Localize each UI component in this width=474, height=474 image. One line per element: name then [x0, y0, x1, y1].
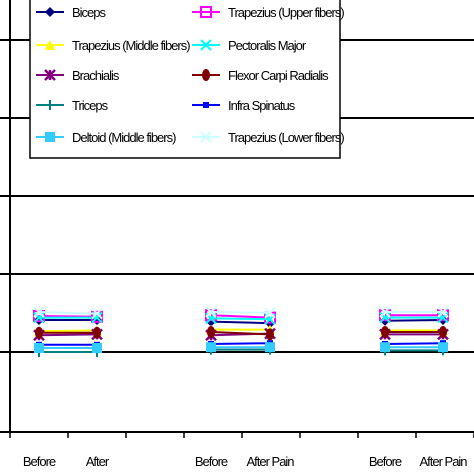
series-deltoid-middle-fibers-	[34, 342, 448, 353]
data-point-marker	[91, 307, 103, 320]
legend-label: Brachialis	[72, 68, 120, 83]
data-point-marker	[380, 342, 390, 353]
series-line	[384, 319, 444, 322]
legend-label: Trapezius (Lower fibers)	[228, 130, 344, 145]
legend-marker	[45, 7, 55, 17]
legend: Biceps Trapezius (Upper fibers) Trapezius …	[29, 0, 345, 159]
legend-marker	[44, 69, 56, 81]
x-tick-label: After Pain	[419, 454, 467, 469]
legend-marker	[200, 131, 212, 143]
legend-entry: Deltoid (Middle fibers)	[36, 130, 177, 145]
data-point-marker	[381, 326, 389, 338]
legend-entry: Trapezius (Lower fibers)	[192, 130, 345, 145]
legend-entry: Trapezius (Upper fibers)	[192, 5, 345, 20]
data-point-marker	[92, 343, 102, 353]
x-tick-label: Before	[23, 454, 56, 469]
legend-label: Trapezius (Upper fibers)	[228, 5, 344, 20]
data-point-marker	[437, 306, 449, 318]
series-line	[384, 342, 444, 345]
x-tick-label: Before	[369, 454, 402, 469]
axes	[0, 0, 474, 438]
legend-entry: Triceps	[36, 98, 110, 113]
series-line	[210, 314, 271, 319]
data-point-marker	[438, 342, 448, 353]
legend-label: Biceps	[72, 5, 107, 20]
legend-marker	[203, 102, 209, 108]
x-tick-label: After Pain	[246, 454, 294, 469]
data-point-marker	[93, 326, 101, 339]
data-point-marker	[206, 342, 216, 353]
legend-entry: Infra Spinatus	[192, 98, 297, 113]
legend-marker	[45, 132, 55, 142]
legend-label: Flexor Carpi Radialis	[228, 68, 329, 83]
legend-marker	[200, 39, 212, 51]
legend-entry: Flexor Carpi Radialis	[192, 68, 330, 83]
series-line	[210, 311, 271, 314]
data-point-marker	[266, 328, 274, 341]
x-tick-label: After	[86, 454, 110, 469]
legend-label: Pectoralis Major	[228, 38, 307, 53]
legend-marker	[202, 69, 210, 81]
data-point-marker	[207, 326, 215, 338]
data-point-marker	[379, 306, 391, 318]
legend-label: Trapezius (Middle fibers)	[72, 38, 190, 53]
series-line	[38, 329, 98, 333]
series-flexor-carpi-radialis	[35, 326, 447, 341]
legend-label: Deltoid (Middle fibers)	[72, 130, 176, 145]
series-trapezius-lower-fibers-	[33, 306, 449, 320]
data-point-marker	[34, 343, 44, 353]
x-tick-labels: Before After Before After Pain Before After P…	[23, 454, 468, 469]
legend-box	[29, 0, 341, 159]
data-point-marker	[35, 326, 43, 339]
series-line	[210, 331, 271, 336]
data-point-marker	[439, 326, 447, 338]
data-point-marker	[437, 309, 449, 322]
legend-entry: Brachialis	[36, 68, 121, 83]
data-point-marker	[33, 306, 45, 318]
series-line	[38, 333, 98, 337]
series-line	[38, 311, 98, 315]
legend-label: Infra Spinatus	[228, 98, 296, 113]
series-line	[210, 317, 271, 321]
legend-label: Triceps	[72, 98, 109, 113]
data-point-marker	[205, 306, 217, 318]
series-line	[210, 342, 271, 345]
data-point-marker	[265, 342, 275, 353]
legend-marker	[45, 100, 55, 110]
data-point-marker	[205, 309, 217, 322]
series-lines	[33, 306, 449, 357]
series-line	[210, 320, 271, 325]
legend-entry: Pectoralis Major	[192, 38, 308, 53]
legend-marker	[200, 6, 212, 18]
legend-entry: Trapezius (Middle fibers)	[36, 38, 191, 53]
data-point-marker	[264, 307, 276, 319]
legend-entry: Biceps	[36, 5, 108, 20]
data-point-marker	[379, 309, 391, 322]
legend-marker	[45, 40, 55, 50]
x-tick-label: Before	[195, 454, 228, 469]
